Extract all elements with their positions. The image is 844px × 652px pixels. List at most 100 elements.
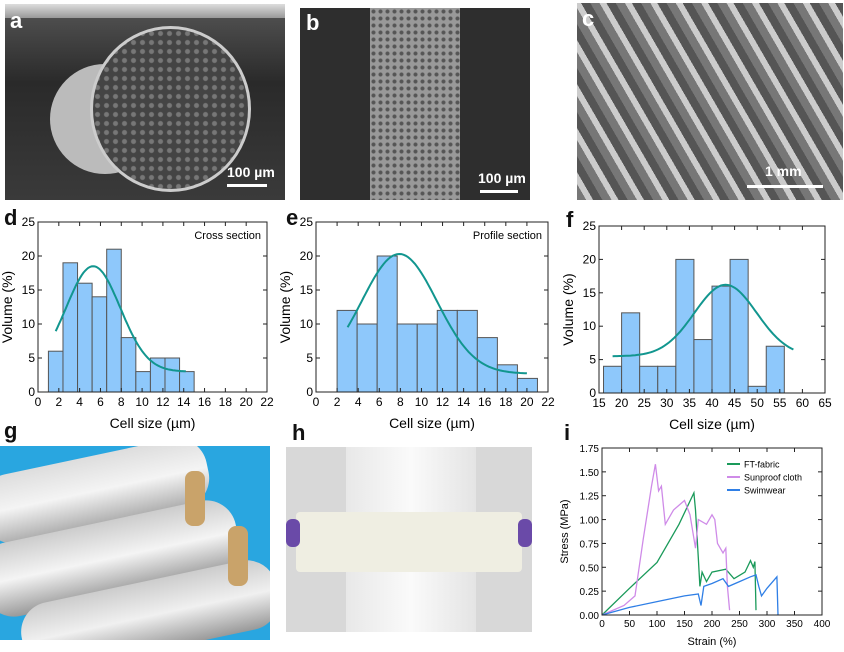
histogram-bar	[729, 258, 749, 394]
y-tick-label: 5	[589, 353, 596, 367]
x-tick-label: 20	[240, 395, 254, 409]
x-tick-label: 50	[624, 619, 636, 630]
x-tick-label: 18	[219, 395, 233, 409]
histogram-bar	[657, 365, 677, 394]
x-axis-label: Cell size (µm)	[669, 416, 755, 432]
histogram-bar	[765, 345, 785, 394]
x-tick-label: 15	[592, 396, 606, 410]
x-tick-label: 16	[478, 395, 492, 409]
x-tick-label: 10	[135, 395, 149, 409]
y-tick-label: 15	[22, 283, 36, 297]
x-tick-label: 65	[818, 396, 832, 410]
x-tick-label: 400	[814, 619, 831, 630]
x-tick-label: 350	[786, 619, 803, 630]
x-tick-label: 2	[334, 395, 341, 409]
y-axis-label: Volume (%)	[0, 271, 15, 343]
x-tick-label: 12	[156, 395, 170, 409]
x-tick-label: 22	[260, 395, 274, 409]
histogram-bar	[356, 323, 378, 393]
y-tick-label: 25	[22, 215, 36, 229]
panel-label-d: d	[4, 205, 18, 230]
plot-frame	[315, 221, 549, 393]
y-tick-label: 10	[583, 319, 597, 333]
series-line-ft-fabric	[601, 490, 757, 616]
y-tick-label: 20	[22, 249, 36, 263]
chart-annotation: Cross section	[194, 230, 261, 242]
chart-annotation: Profile section	[473, 230, 542, 242]
x-tick-label: 40	[705, 396, 719, 410]
legend-label: FT-fabric	[744, 460, 780, 470]
y-tick-label: 0	[28, 385, 35, 399]
x-tick-label: 20	[520, 395, 534, 409]
x-tick-label: 6	[97, 395, 104, 409]
x-tick-label: 200	[704, 619, 721, 630]
y-tick-label: 0	[306, 385, 313, 399]
sem-knit-image: 1 mm	[577, 3, 843, 200]
fabric-held-photo	[286, 447, 532, 632]
y-tick-label: 5	[28, 351, 35, 365]
x-tick-label: 55	[773, 396, 787, 410]
x-tick-label: 30	[660, 396, 674, 410]
y-tick-label: 1.25	[580, 492, 600, 503]
histogram-bar	[603, 365, 623, 394]
series-line-sunproof-cloth	[601, 464, 731, 616]
y-tick-label: 15	[583, 286, 597, 300]
histogram-bar	[120, 337, 137, 393]
x-axis-label: Cell size (µm)	[110, 415, 196, 431]
histogram-bar	[135, 371, 151, 393]
panel-label-c: c	[582, 6, 595, 31]
x-tick-label: 16	[198, 395, 212, 409]
panel-label-f: f	[566, 207, 574, 232]
x-tick-label: 0	[599, 619, 605, 630]
x-tick-label: 2	[55, 395, 62, 409]
histogram-bar	[416, 323, 438, 393]
plot-frame	[37, 221, 268, 393]
x-tick-label: 4	[76, 395, 83, 409]
x-tick-label: 35	[683, 396, 697, 410]
x-axis-label: Cell size (µm)	[389, 415, 475, 431]
y-tick-label: 1.50	[580, 468, 600, 479]
histogram-bar	[476, 337, 498, 393]
histogram-bar	[711, 285, 731, 394]
x-tick-label: 60	[796, 396, 810, 410]
histogram-bar	[639, 365, 659, 394]
x-tick-label: 45	[728, 396, 742, 410]
y-tick-label: 20	[300, 249, 314, 263]
histogram-bar	[77, 282, 93, 393]
y-tick-label: 25	[300, 215, 314, 229]
histogram-bar	[693, 339, 713, 394]
y-tick-label: 10	[300, 317, 314, 331]
y-tick-label: 0.75	[580, 539, 600, 550]
x-tick-label: 0	[35, 395, 42, 409]
scale-bar-label: 1 mm	[765, 163, 802, 179]
scale-bar-label: 100 µm	[478, 170, 526, 186]
legend-label: Swimwear	[744, 486, 786, 496]
panel-label-h: h	[292, 420, 306, 445]
y-tick-label: 5	[306, 351, 313, 365]
sem-profile-image: 100 µm	[300, 8, 530, 200]
y-axis-label: Stress (MPa)	[559, 499, 571, 563]
y-tick-label: 0.00	[580, 611, 600, 622]
x-tick-label: 10	[415, 395, 429, 409]
histogram-bar	[47, 350, 64, 393]
chart-f: 15 20 25 30 35 40 45 50 55 60 65 0 5 10 15 20 25 Cell siz…	[560, 219, 832, 432]
y-tick-label: 20	[583, 252, 597, 266]
y-tick-label: 0	[589, 386, 596, 400]
histogram-bar	[91, 296, 108, 393]
histogram-bar	[164, 357, 181, 393]
y-tick-label: 1.75	[580, 444, 600, 455]
panel-label-e: e	[286, 205, 299, 230]
y-tick-label: 10	[22, 317, 36, 331]
panel-label-a: a	[10, 8, 23, 33]
series-line-swimwear	[601, 574, 779, 616]
gaussian-fit-curve	[612, 283, 794, 358]
histogram-bar	[621, 312, 641, 394]
y-tick-label: 0.50	[580, 563, 600, 574]
y-tick-label: 1.00	[580, 516, 600, 527]
x-tick-label: 150	[676, 619, 693, 630]
x-tick-label: 0	[313, 395, 320, 409]
x-tick-label: 12	[436, 395, 450, 409]
x-tick-label: 300	[759, 619, 776, 630]
